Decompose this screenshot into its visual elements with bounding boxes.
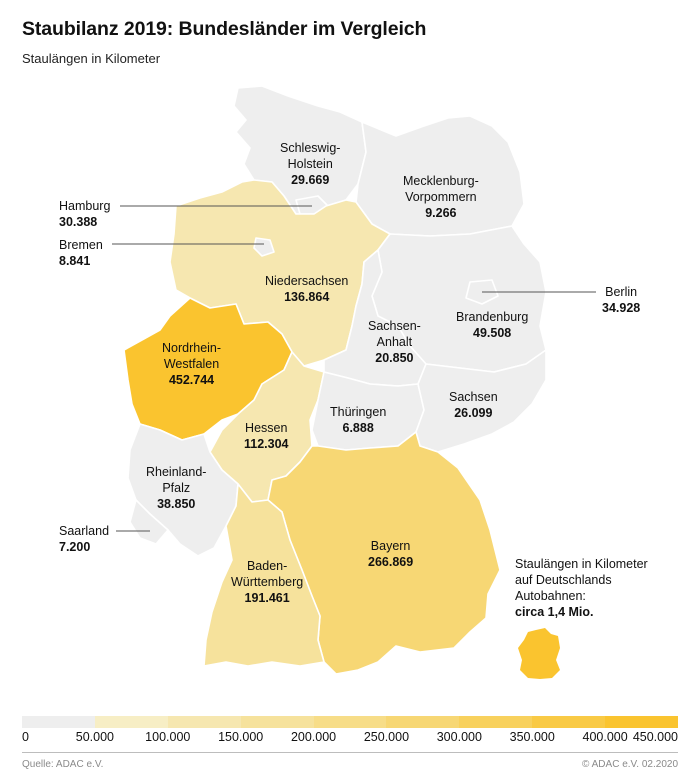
state-name-line: Brandenburg [456, 310, 529, 324]
legend-color-scale [22, 716, 679, 728]
info-total: circa 1,4 Mio. [515, 605, 594, 619]
legend-tick-label: 250.000 [363, 730, 410, 744]
copyright-note: © ADAC e.V. 02.2020 [582, 759, 678, 770]
state-name-line: Hessen [245, 421, 288, 435]
legend-swatch [605, 716, 679, 728]
state-name-line: Niedersachsen [265, 274, 349, 288]
state-value: 49.508 [473, 326, 512, 340]
state-value: 34.928 [602, 301, 641, 315]
label-hamburg: Hamburg 30.388 [59, 198, 110, 230]
info-line: Staulängen in Kilometer [515, 557, 648, 571]
state-value: 7.200 [59, 540, 91, 554]
state-name-line: Vorpommern [405, 190, 477, 204]
total-info: Staulängen in Kilometer auf Deutschlands… [515, 556, 648, 620]
state-value: 266.869 [368, 555, 414, 569]
state-name-line: Schleswig- [280, 141, 341, 155]
label-saarland: Saarland 7.200 [59, 523, 109, 555]
source-note: Quelle: ADAC e.V. [22, 759, 104, 770]
state-name-line: Westfalen [163, 357, 220, 371]
state-value: 112.304 [244, 437, 289, 451]
state-name-line: Mecklenburg- [403, 174, 479, 188]
page-title: Staubilanz 2019: Bundesländer im Verglei… [22, 18, 427, 40]
label-hessen: Hessen 112.304 [244, 420, 289, 452]
state-name-line: Baden- [246, 559, 288, 573]
state-value: 191.461 [244, 591, 290, 605]
label-bayern: Bayern 266.869 [368, 538, 413, 570]
state-name-line: Saarland [59, 524, 110, 538]
legend-swatch [386, 716, 460, 728]
state-value: 6.888 [342, 421, 374, 435]
state-value: 26.099 [454, 406, 493, 420]
state-name-line: Hamburg [59, 199, 111, 213]
state-value: 452.744 [168, 373, 215, 387]
state-value: 30.388 [59, 215, 98, 229]
label-brandenburg: Brandenburg 49.508 [456, 309, 528, 341]
label-rheinland-pfalz: Rheinland- Pfalz 38.850 [146, 464, 206, 512]
state-name-line: Berlin [605, 285, 638, 299]
legend-swatch [459, 716, 533, 728]
legend-swatch [167, 716, 241, 728]
state-value: 8.841 [59, 254, 91, 268]
label-nordrhein-westfalen: Nordrhein- Westfalen 452.744 [162, 340, 221, 388]
state-name-line: Sachsen- [368, 319, 421, 333]
state-name-line: Pfalz [162, 481, 191, 495]
state-value: 136.864 [284, 290, 330, 304]
page-subtitle: Staulängen in Kilometer [22, 51, 161, 66]
state-name-line: Anhalt [376, 335, 413, 349]
legend-ticks: 0 50.000 100.000 150.000 200.000 250.000 300.0… [22, 730, 678, 746]
label-niedersachsen: Niedersachsen 136.864 [265, 273, 348, 305]
label-mecklenburg-vorpommern: Mecklenburg- Vorpommern 9.266 [403, 173, 479, 221]
state-name-line: Bremen [59, 238, 103, 252]
state-baden-wuerttemberg[interactable] [203, 483, 325, 667]
state-bremen[interactable] [253, 237, 275, 257]
state-sachsen[interactable] [415, 349, 547, 453]
label-sachsen: Sachsen 26.099 [449, 389, 498, 421]
footer-divider [22, 752, 678, 753]
label-schleswig-holstein: Schleswig- Holstein 29.669 [280, 140, 340, 188]
state-name-line: Württemberg [231, 575, 304, 589]
legend-swatch [94, 716, 168, 728]
state-name-line: Sachsen [449, 390, 498, 404]
legend-tick-label: 100.000 [145, 730, 191, 744]
legend-swatch [22, 716, 95, 728]
state-mecklenburg-vorpommern[interactable] [355, 115, 525, 237]
info-line: Autobahnen: [515, 589, 586, 603]
legend-tick-label: 0 [22, 730, 29, 744]
legend-swatch [313, 716, 387, 728]
state-name-line: Thüringen [330, 405, 387, 419]
state-name-line: Rheinland- [146, 465, 207, 479]
legend-tick-label: 300.000 [436, 730, 482, 744]
label-thueringen: Thüringen 6.888 [330, 404, 386, 436]
legend-tick-label: 350.000 [509, 730, 555, 744]
info-line: auf Deutschlands [515, 573, 612, 587]
state-value: 38.850 [157, 497, 196, 511]
label-sachsen-anhalt: Sachsen- Anhalt 20.850 [368, 318, 421, 366]
state-name-line: Bayern [370, 539, 411, 553]
legend-tick-label: 200.000 [290, 730, 337, 744]
state-value: 29.669 [291, 173, 330, 187]
legend-tick-label: 50.000 [75, 730, 114, 744]
label-baden-wuerttemberg: Baden- Württemberg 191.461 [231, 558, 303, 606]
label-bremen: Bremen 8.841 [59, 237, 103, 269]
state-name-line: Nordrhein- [162, 341, 222, 355]
inset-germany-icon [518, 628, 560, 679]
legend-tick-label: 400.000 [582, 730, 628, 744]
legend-swatch [240, 716, 314, 728]
legend-tick-label: 450.000 [632, 730, 678, 744]
state-name-line: Holstein [287, 157, 333, 171]
label-berlin: Berlin 34.928 [602, 284, 640, 316]
legend-swatch [532, 716, 606, 728]
state-saarland[interactable] [129, 499, 169, 545]
state-value: 9.266 [425, 206, 457, 220]
legend-tick-label: 150.000 [218, 730, 264, 744]
state-rheinland-pfalz[interactable] [127, 423, 239, 557]
state-value: 20.850 [375, 351, 414, 365]
